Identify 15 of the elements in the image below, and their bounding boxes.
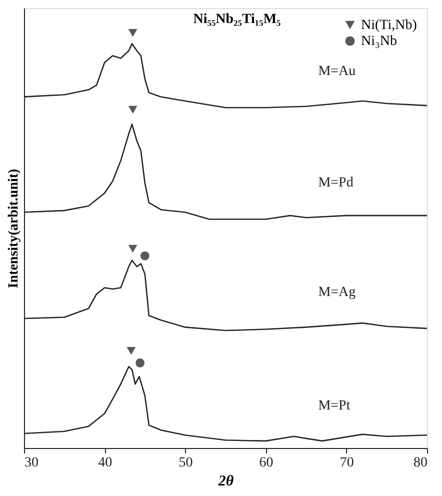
series-label: M=Pd [318,175,354,190]
x-tick-label: 40 [98,456,112,470]
legend-label: Ni(Ti,Nb) [361,18,418,33]
x-tick-label: 80 [414,456,428,470]
legend-label: Ni₃Nb [361,34,397,49]
x-tick-label: 60 [259,456,274,470]
x-tick-label: 50 [178,456,193,470]
x-tick-label: 30 [24,456,38,470]
x-tick-label: 70 [340,456,354,470]
series-label: M=Au [318,64,356,80]
series-label: M=Ag [318,285,356,300]
x-axis-title: 2θ [217,474,234,490]
series-label: M=Pt [318,398,350,414]
y-axis-title: Intensity(arbit.unit) [6,168,22,288]
text: Ni₅₅Nb₂₅Ti₁₅M₅ [193,12,281,27]
